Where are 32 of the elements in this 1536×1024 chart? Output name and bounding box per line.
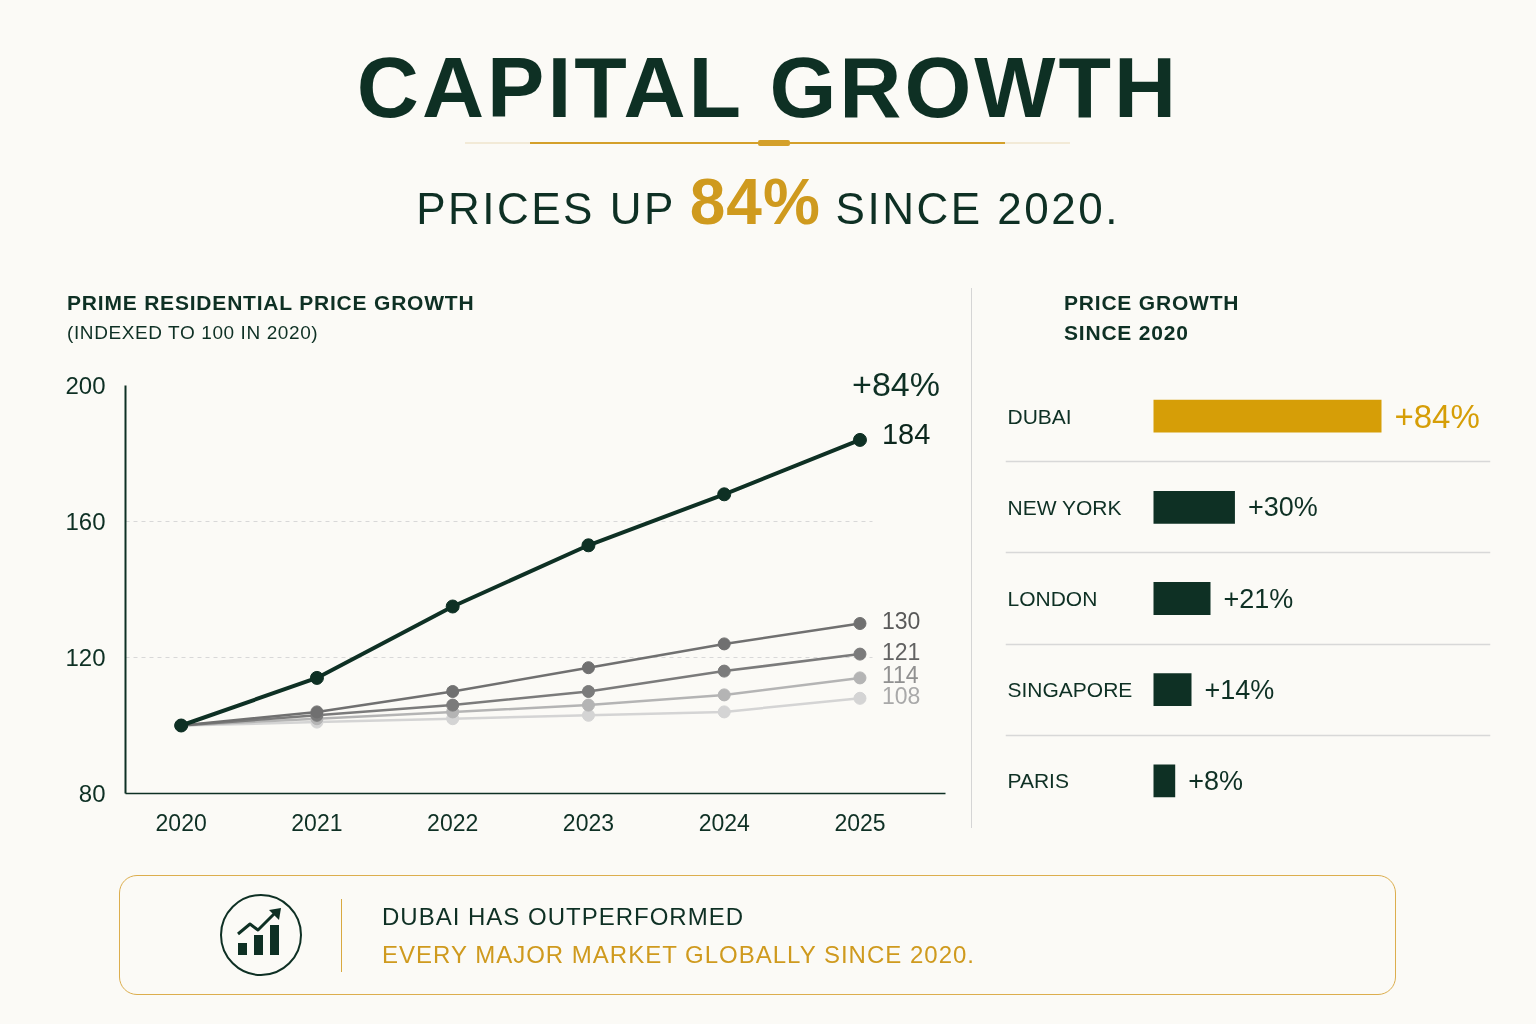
text: CAPITAL GROWTH [355, 38, 1181, 137]
chart-title: PRICE GROWTH SINCE 2020 [1064, 290, 1241, 346]
data-label: 121 [881, 638, 921, 665]
data-label: +8% [1188, 765, 1244, 796]
y-tick-label: 120 [65, 644, 106, 671]
data-label: +84% [1394, 397, 1480, 435]
data-label: +30% [1247, 492, 1318, 523]
y-tick-label: NEW YORK [1007, 495, 1122, 519]
x-tick-label: 2022 [427, 809, 479, 836]
data-label: +14% [1204, 674, 1275, 705]
x-tick-label: 2021 [291, 809, 343, 836]
y-tick-label: 80 [78, 780, 106, 807]
y-tick-label: 160 [65, 508, 106, 535]
x-tick-label: 2023 [562, 809, 615, 836]
chart-title: PRIME RESIDENTIAL PRICE GROWTH [67, 290, 475, 316]
y-tick-label: PARIS [1007, 769, 1069, 793]
x-tick-label: 2025 [834, 809, 886, 836]
text: DUBAI HAS OUTPERFORMED [382, 902, 745, 932]
x-tick-label: 2024 [698, 809, 750, 836]
y-tick-label: LONDON [1007, 587, 1098, 610]
text: EVERY MAJOR MARKET GLOBALLY SINCE 2020. [382, 940, 976, 970]
data-label: +21% [1223, 583, 1294, 614]
text: PRICES UP 84% SINCE 2020. [415, 165, 1121, 240]
y-tick-label: SINGAPORE [1007, 678, 1133, 702]
data-label: 130 [881, 608, 921, 634]
data-label: 184 [881, 417, 931, 450]
y-tick-label: DUBAI [1007, 404, 1072, 428]
y-tick-label: 200 [65, 372, 106, 399]
chart-subtitle: (INDEXED TO 100 IN 2020) [67, 321, 320, 345]
data-label: 108 [881, 682, 921, 709]
annotation: +84% [852, 365, 940, 403]
x-tick-label: 2020 [155, 809, 207, 836]
